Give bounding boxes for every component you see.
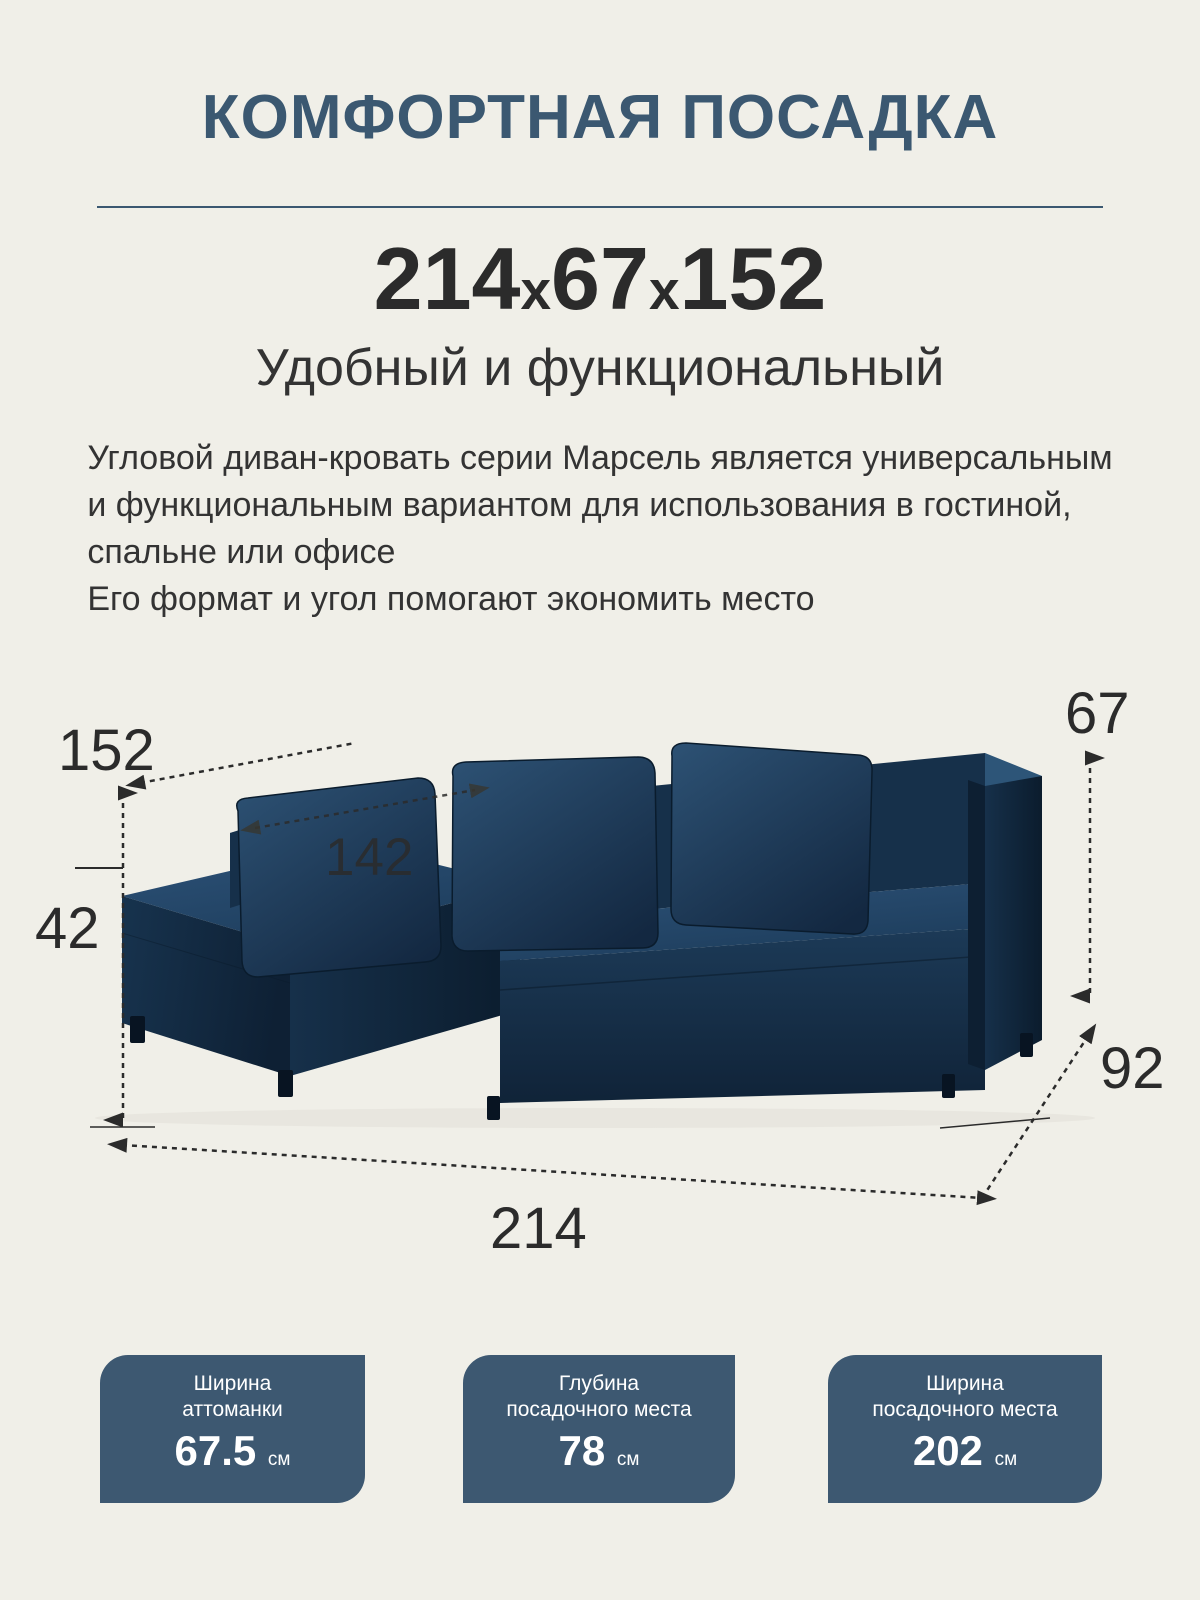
svg-text:92: 92 — [1100, 1036, 1165, 1101]
svg-text:142: 142 — [325, 828, 413, 887]
svg-text:42: 42 — [35, 896, 100, 961]
svg-text:214: 214 — [490, 1196, 587, 1258]
svg-text:152: 152 — [58, 718, 155, 783]
svg-text:67: 67 — [1065, 681, 1130, 746]
